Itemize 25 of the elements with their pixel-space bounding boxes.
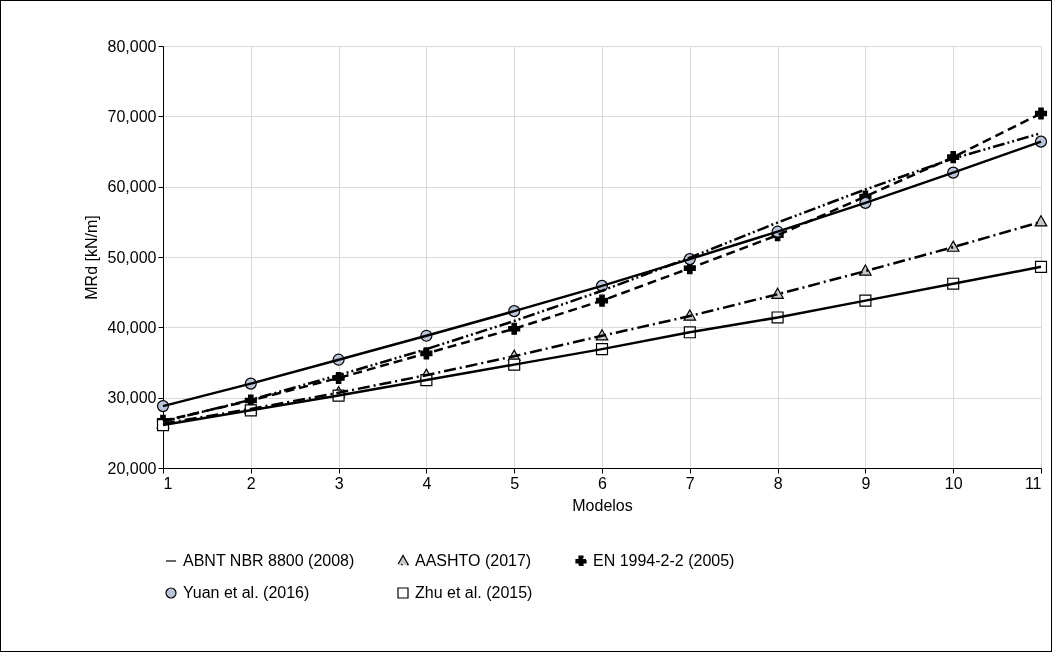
x-tick-label: 2 [246,474,256,492]
legend-label: Yuan et al. (2016) [183,584,310,601]
x-tick-label: 3 [334,474,344,492]
y-tick-label: 70,000 [107,107,157,125]
legend-label: ABNT NBR 8800 (2008) [183,552,355,569]
x-tick-label: 10 [944,474,963,492]
x-tick-label: 1 [163,474,173,492]
x-tick-label: 4 [422,474,432,492]
x-tick-label: 9 [861,474,871,492]
x-tick-label: 11 [1024,474,1042,492]
x-axis-title: Modelos [572,496,633,514]
y-tick-label: 60,000 [107,178,157,196]
y-axis-title: MRd [kN/m] [82,215,100,300]
y-tick-label: 30,000 [107,389,157,407]
legend-label: EN 1994-2-2 (2005) [593,552,735,569]
x-tick-label: 6 [598,474,608,492]
legend-label: Zhu et al. (2015) [415,584,533,601]
y-tick-label: 20,000 [107,459,157,477]
y-tick-label: 80,000 [107,37,157,55]
x-tick-label: 7 [685,474,695,492]
legend-label: AASHTO (2017) [415,552,532,569]
x-tick-label: 5 [510,474,520,492]
y-tick-label: 50,000 [107,248,157,266]
y-tick-label: 40,000 [107,318,157,336]
x-tick-label: 8 [773,474,783,492]
